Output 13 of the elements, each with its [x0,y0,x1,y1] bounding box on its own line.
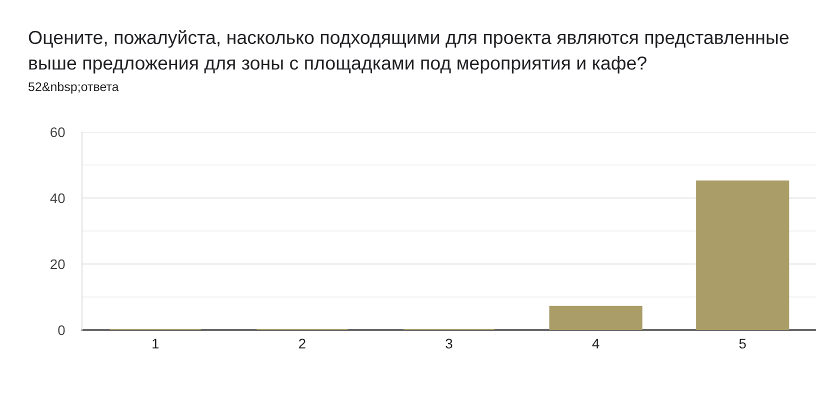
chart-subtitle: 52&nbsp;ответа [28,82,119,94]
y-tick-label: 40 [50,193,65,204]
y-tick-label: 60 [50,127,65,138]
x-tick-label: 4 [592,338,600,348]
y-tick-label: 20 [50,259,65,270]
x-tick-label: 1 [152,338,159,348]
bar [549,306,642,330]
x-tick-label: 2 [299,338,306,348]
x-tick-label: 3 [446,338,452,349]
y-tick-label: 0 [58,325,65,336]
bar [696,180,790,330]
x-tick-label: 5 [739,338,746,349]
chart-title: Оцените, пожалуйста, насколько подходящими для проекта являются представленные выше предложения для зоны с площадками под мероприятия и кафе? [28,30,789,74]
